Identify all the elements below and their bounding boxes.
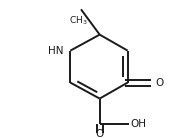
Text: OH: OH — [130, 119, 146, 129]
Text: HN: HN — [48, 46, 63, 56]
Text: O: O — [95, 129, 104, 138]
Text: O: O — [156, 78, 164, 88]
Text: CH$_3$: CH$_3$ — [69, 15, 88, 27]
